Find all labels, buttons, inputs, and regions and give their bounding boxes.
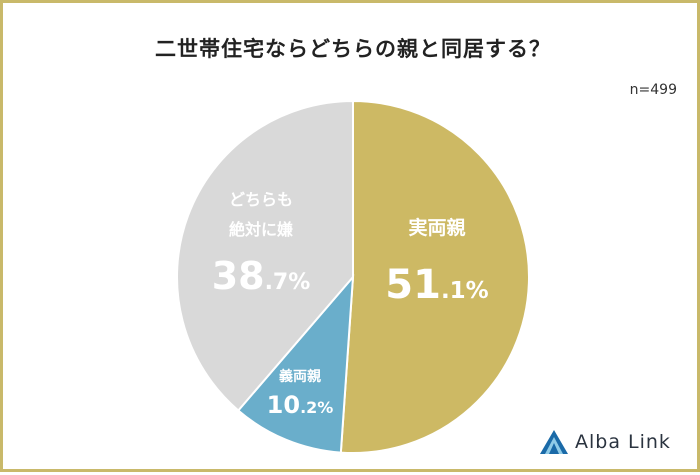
chart-title: 二世帯住宅ならどちらの親と同居する？ <box>155 37 551 61</box>
slice-label-1: 実両親 <box>408 216 465 239</box>
slice-value-2: 10.2% <box>267 391 334 419</box>
sample-size: n=499 <box>629 82 677 98</box>
slice-value-1: 51.1% <box>385 262 488 308</box>
brand-logo: Alba Link <box>539 429 671 455</box>
slice-label-3: 絶対に嫌 <box>229 220 293 239</box>
slice-value-3: 38.7% <box>212 254 311 298</box>
brand-name: Alba Link <box>575 431 671 453</box>
pie-slice-3 <box>176 99 354 412</box>
alba-link-logo-icon <box>540 430 568 454</box>
pie-slice-2 <box>236 274 355 454</box>
slice-label-2: 義両親 <box>279 368 321 385</box>
slice-label-3: どちらも <box>229 190 293 209</box>
pie-slice-1 <box>339 99 530 454</box>
